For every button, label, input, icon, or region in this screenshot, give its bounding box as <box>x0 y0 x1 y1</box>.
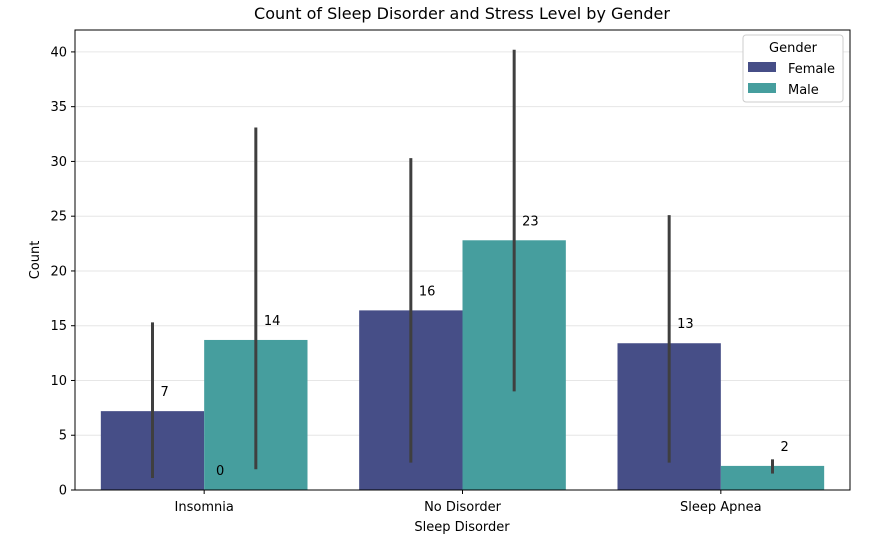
bar-labels: 7 16 13 14 23 2 <box>161 214 789 455</box>
bar-value-label: 16 <box>419 284 436 299</box>
y-tick-label: 30 <box>50 155 67 170</box>
x-axis-label: Sleep Disorder <box>414 520 510 535</box>
y-tick-label: 10 <box>50 374 67 389</box>
legend-swatch-male <box>748 83 776 93</box>
bar-value-label: 7 <box>161 385 169 400</box>
bar-value-label: 13 <box>677 317 694 332</box>
legend-swatch-female <box>748 62 776 72</box>
legend-label-male: Male <box>788 83 819 98</box>
y-tick-label: 40 <box>50 45 67 60</box>
bar-value-label: 23 <box>522 214 539 229</box>
x-tick-label: Sleep Apnea <box>680 500 762 515</box>
bar-value-label: 14 <box>264 314 281 329</box>
legend-label-female: Female <box>788 62 835 77</box>
y-tick-label: 5 <box>59 429 67 444</box>
legend: Gender Female Male <box>742 34 844 103</box>
zero-annotation: 0 <box>216 464 224 479</box>
y-tick-label: 15 <box>50 319 67 334</box>
y-axis: 0 5 10 15 20 25 30 35 40 <box>50 45 75 499</box>
y-axis-label: Count <box>28 241 43 280</box>
y-tick-label: 20 <box>50 264 67 279</box>
y-tick-label: 25 <box>50 210 67 225</box>
y-tick-label: 35 <box>50 100 67 115</box>
bars <box>100 240 825 490</box>
annotations: 0 <box>216 464 224 479</box>
x-tick-label: No Disorder <box>424 500 502 515</box>
error-bars <box>151 49 774 478</box>
x-axis: Insomnia No Disorder Sleep Apnea <box>175 490 762 515</box>
legend-title: Gender <box>769 41 818 56</box>
x-tick-label: Insomnia <box>175 500 234 515</box>
y-tick-label: 0 <box>59 484 67 499</box>
bar-value-label: 2 <box>781 440 789 455</box>
chart-title: Count of Sleep Disorder and Stress Level… <box>254 4 670 23</box>
